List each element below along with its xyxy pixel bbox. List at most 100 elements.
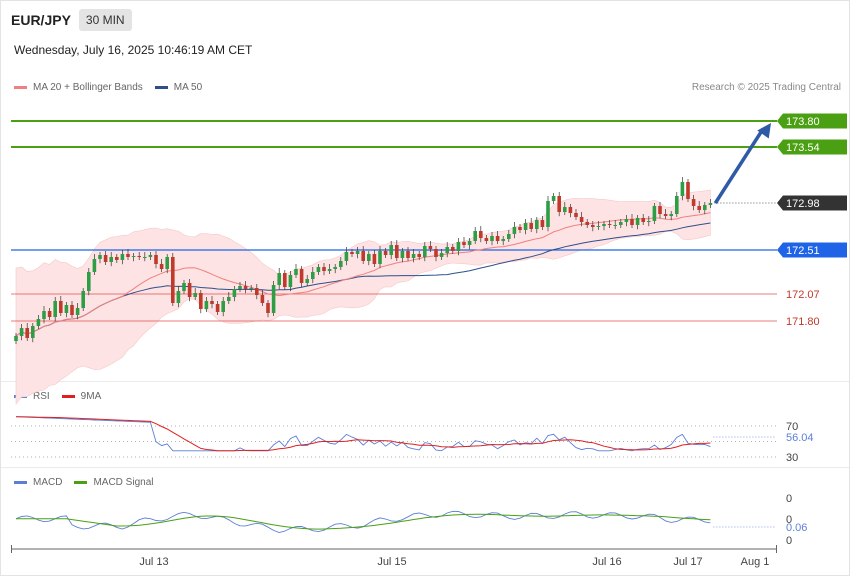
- candle-body: [495, 236, 500, 241]
- candle-body: [283, 273, 287, 287]
- candle-body: [339, 261, 343, 267]
- interval-selector[interactable]: 30 MIN: [78, 9, 132, 31]
- macd-legend: MACD MACD Signal: [14, 477, 165, 488]
- candle-body: [663, 214, 668, 216]
- candle-body: [176, 291, 181, 303]
- candle-body: [311, 272, 315, 279]
- candle-body: [59, 301, 63, 313]
- candle-body: [70, 305, 74, 315]
- candle-body: [81, 291, 85, 308]
- candle-body: [686, 182, 690, 199]
- candle-body: [271, 285, 276, 313]
- candle-body: [602, 224, 606, 226]
- candle-body: [507, 234, 511, 239]
- candle-body: [703, 205, 707, 210]
- candle-body: [288, 275, 293, 287]
- legend-ma50: MA 50: [154, 82, 202, 93]
- pivot-level-tag: [777, 242, 847, 258]
- bollinger-band: [15, 189, 711, 405]
- candle-body: [389, 245, 393, 255]
- candle-body: [546, 201, 550, 227]
- candle-body: [31, 326, 35, 338]
- candle-body: [25, 328, 29, 338]
- candle-body: [232, 289, 237, 297]
- candle-body: [322, 267, 326, 271]
- panel-divider: [1, 467, 849, 468]
- candle-body: [260, 295, 265, 303]
- rsi-ma-swatch: [61, 395, 75, 398]
- support-level-label: 172.07: [786, 289, 820, 301]
- candle-body: [221, 301, 225, 312]
- candle-body: [182, 283, 186, 291]
- candle-body: [92, 259, 97, 272]
- ma50-line: [15, 222, 711, 337]
- legend-rsi-label: RSI: [33, 391, 50, 402]
- candle-body: [238, 286, 242, 289]
- candle-body: [456, 242, 461, 251]
- candle-body: [344, 252, 349, 261]
- ma50-swatch: [154, 86, 168, 89]
- legend-ma20-label: MA 20 + Bollinger Bands: [33, 82, 143, 93]
- macd-last-value: 0.06: [786, 522, 807, 534]
- candle-body: [395, 245, 399, 258]
- candle-body: [19, 328, 24, 336]
- candle-body: [204, 301, 209, 309]
- candle-body: [658, 206, 662, 214]
- rsi-level-70-label: 70: [786, 421, 798, 433]
- candle-body: [47, 311, 52, 317]
- candle-body: [406, 251, 410, 258]
- macd-signal-swatch: [74, 481, 88, 484]
- datetime-label: Wednesday, July 16, 2025 10:46:19 AM CET: [14, 43, 253, 57]
- legend-macd-signal: MACD Signal: [74, 477, 153, 488]
- candle-body: [383, 251, 388, 255]
- candle-body: [131, 256, 136, 257]
- candle-body: [171, 257, 175, 303]
- forecast-arrow-shaft: [713, 128, 765, 204]
- candle-body: [187, 283, 192, 297]
- credit-label: Research © 2025 Trading Central: [691, 82, 841, 93]
- support-level-label: 171.80: [786, 316, 820, 328]
- legend-macd-signal-label: MACD Signal: [93, 477, 154, 488]
- rsi-ma-line: [15, 416, 711, 452]
- candle-body: [154, 255, 158, 264]
- candle-body: [411, 254, 416, 258]
- candle-body: [512, 227, 517, 234]
- candle-body: [316, 267, 321, 272]
- candle-body: [75, 308, 80, 315]
- ma20-line: [15, 212, 711, 337]
- rsi-last-value: 56.04: [786, 432, 814, 444]
- candle-body: [423, 246, 427, 257]
- candle-body: [697, 206, 701, 210]
- legend-macd: MACD: [14, 477, 62, 488]
- pivot-level-label: 172.51: [786, 245, 820, 257]
- x-tick-label: Jul 17: [673, 556, 702, 568]
- candle-body: [635, 218, 640, 225]
- candle-body: [557, 196, 561, 212]
- resistance-level-tag: [777, 139, 847, 155]
- candle-body: [619, 222, 623, 225]
- candle-body: [439, 253, 444, 257]
- legend-ma20: MA 20 + Bollinger Bands: [14, 82, 143, 93]
- candle-body: [462, 242, 466, 245]
- candle-body: [148, 255, 153, 257]
- x-tick-label: Aug 1: [741, 556, 770, 568]
- candle-body: [490, 236, 494, 241]
- rsi-level-30-label: 30: [786, 452, 798, 464]
- candle-body: [535, 220, 539, 229]
- candle-body: [159, 264, 164, 269]
- candle-body: [193, 293, 197, 297]
- candle-body: [540, 220, 545, 227]
- candle-body: [613, 225, 617, 226]
- symbol-label: EUR/JPY: [11, 12, 71, 28]
- candle-body: [607, 224, 612, 225]
- candle-body: [210, 301, 214, 304]
- candle-body: [350, 252, 354, 254]
- candle-body: [333, 267, 337, 269]
- candle-body: [579, 217, 584, 222]
- resistance-level-tag: [777, 113, 847, 129]
- candle-body: [64, 305, 69, 313]
- candle-body: [675, 196, 679, 214]
- macd-signal-line: [16, 513, 711, 530]
- candle-body: [14, 336, 18, 341]
- macd-swatch: [14, 481, 27, 484]
